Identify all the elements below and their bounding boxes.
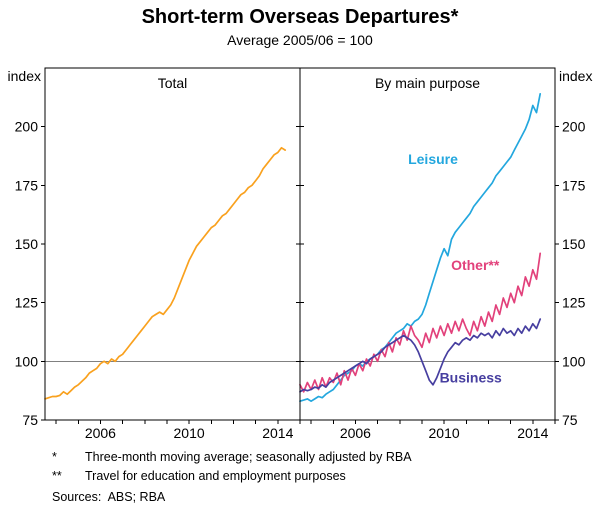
- y-tick-label-right: 175: [562, 177, 586, 193]
- y-tick-label-right: 75: [562, 412, 578, 428]
- panel-title-1: By main purpose: [375, 75, 480, 91]
- y-tick-label-right: 125: [562, 295, 586, 311]
- y-tick-label-left: 125: [15, 295, 39, 311]
- y-axis-unit-left: index: [8, 68, 41, 84]
- footnote-1: * Three-month moving average; seasonally…: [52, 448, 600, 467]
- chart-footnotes: * Three-month moving average; seasonally…: [52, 448, 600, 507]
- footnote-1-marker: *: [52, 450, 57, 464]
- footnote-2-text: Travel for education and employment purp…: [85, 469, 346, 484]
- y-tick-label-left: 150: [15, 236, 39, 252]
- series-line-total: [44, 146, 287, 400]
- chart-title: Short-term Overseas Departures*: [141, 6, 459, 28]
- y-tick-label-left: 100: [15, 353, 39, 369]
- footnote-1-text: Three-month moving average; seasonally a…: [85, 450, 412, 464]
- chart-svg: Total 2006 2010 2014 Leisure Other** Business B…: [8, 67, 592, 441]
- y-tick-label-right: 200: [562, 119, 586, 135]
- y-axis-unit-right: index: [559, 68, 592, 84]
- series-line-other: [299, 252, 542, 393]
- y-tick-label-left: 200: [15, 119, 39, 135]
- x-tick-label: 2010: [174, 425, 205, 441]
- y-tick-label-right: 150: [562, 236, 586, 252]
- y-tick-label-left: 175: [15, 177, 39, 193]
- footnote-2: ** Travel for education and employment p…: [52, 467, 600, 486]
- x-tick-label: 2006: [340, 425, 371, 441]
- y-tick-label-left: 75: [22, 412, 38, 428]
- y-tick-label-right: 100: [562, 353, 586, 369]
- series-label-leisure: Leisure: [408, 151, 458, 167]
- series-label-business: Business: [440, 370, 502, 386]
- chart-subtitle: Average 2005/06 = 100: [227, 32, 373, 48]
- footnote-2-marker: **: [52, 469, 62, 484]
- series-line-business: [299, 318, 542, 393]
- panel-title-0: Total: [158, 75, 188, 91]
- x-tick-label: 2014: [262, 425, 293, 441]
- series-label-other: Other**: [451, 257, 500, 273]
- sources-line: Sources: ABS; RBA: [52, 489, 166, 504]
- x-tick-label: 2010: [429, 425, 460, 441]
- x-tick-label: 2014: [517, 425, 548, 441]
- x-tick-label: 2006: [85, 425, 116, 441]
